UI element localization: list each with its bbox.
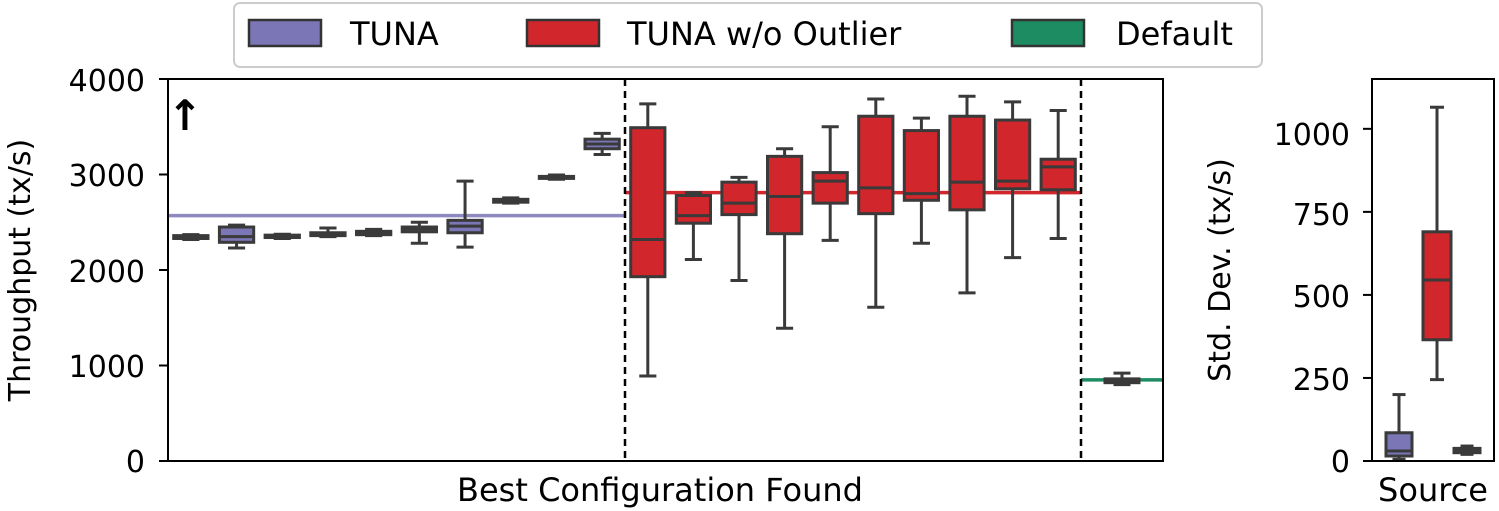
box-tuna [537, 173, 576, 181]
throughput-ytick-label: 0 [126, 445, 145, 480]
box-tuna [583, 131, 621, 156]
legend: TUNA TUNA w/o Outlier Default [233, 2, 1263, 68]
box-default [1103, 371, 1141, 387]
legend-label-tuna-wo-outlier: TUNA w/o Outlier [626, 15, 902, 53]
stddev-ytick-label: 0 [1331, 445, 1350, 480]
stddev-ytick-label: 1000 [1274, 118, 1350, 153]
box-tuna [217, 223, 256, 250]
legend-frame [233, 2, 1263, 68]
throughput-ytick-label: 1000 [69, 350, 145, 385]
stddev-panel: Std. Dev. (tx/s) Source 0 250 500 750 10… [1203, 78, 1495, 509]
throughput-x-axis-label: Best Configuration Found [457, 471, 863, 509]
box-tuna [172, 233, 210, 241]
throughput-y-ticks: 0 1000 2000 3000 4000 [69, 64, 145, 480]
box-tuna-box [217, 225, 256, 244]
throughput-plot-frame [167, 78, 1164, 462]
box-tuna [492, 196, 530, 205]
throughput-ytick-label: 2000 [69, 255, 145, 290]
legend-swatch-tuna [247, 18, 323, 48]
throughput-panel: Throughput (tx/s) Best Configuration Fou… [3, 64, 1164, 509]
stddev-box-tuna [1384, 393, 1414, 461]
stddev-box-tuna-w-o-outlier-box [1421, 230, 1453, 342]
box-tuna-w-o-outlier-box [811, 171, 849, 205]
box-tuna-w-o-outlier [766, 147, 804, 330]
throughput-ytick-label: 3000 [69, 159, 145, 194]
higher-is-better-arrow: ↑ [167, 91, 202, 140]
stddev-x-axis-label: Source [1378, 471, 1488, 509]
stddev-ytick-label: 500 [1293, 280, 1350, 315]
stddev-y-ticks: 0 250 500 750 1000 [1274, 118, 1350, 480]
box-tuna [355, 227, 393, 238]
stddev-box-tuna-w-o-outlier [1421, 105, 1453, 382]
throughput-marks [159, 78, 1163, 462]
box-tuna-w-o-outlier [902, 116, 940, 245]
stddev-box-default [1452, 444, 1482, 456]
legend-swatch-default [1010, 18, 1086, 48]
throughput-ytick-label: 4000 [69, 64, 145, 99]
box-tuna-w-o-outlier [994, 100, 1032, 260]
box-tuna-w-o-outlier-box [902, 129, 940, 202]
box-tuna [309, 226, 347, 239]
throughput-y-axis-label: Throughput (tx/s) [3, 139, 38, 402]
box-tuna-w-o-outlier-box [857, 114, 895, 216]
box-tuna-w-o-outlier-box [720, 180, 758, 217]
box-tuna-w-o-outlier [674, 191, 712, 261]
legend-swatch-tuna-wo-outlier [525, 18, 601, 48]
stddev-marks [1363, 105, 1482, 462]
box-tuna-w-o-outlier-box [994, 118, 1032, 191]
box-tuna-w-o-outlier [811, 125, 849, 242]
box-tuna-w-o-outlier [857, 97, 895, 309]
stddev-ytick-label: 250 [1293, 363, 1350, 398]
box-tuna-w-o-outlier-box [674, 194, 712, 225]
box-tuna-w-o-outlier [1039, 109, 1077, 240]
box-tuna-w-o-outlier-box [629, 126, 667, 279]
box-tuna [263, 232, 301, 240]
legend-label-tuna: TUNA [349, 15, 439, 53]
box-tuna [400, 220, 438, 245]
stddev-plot-frame [1371, 78, 1495, 462]
box-tuna-w-o-outlier [720, 175, 758, 283]
box-tuna [446, 179, 484, 249]
box-tuna-w-o-outlier-box [948, 114, 986, 212]
stddev-y-axis-label: Std. Dev. (tx/s) [1203, 158, 1238, 382]
stddev-ytick-label: 750 [1293, 198, 1350, 233]
box-tuna-w-o-outlier [948, 94, 986, 295]
legend-label-default: Default [1116, 15, 1233, 53]
box-tuna-w-o-outlier-box [1039, 157, 1077, 192]
box-tuna-w-o-outlier [629, 102, 667, 378]
